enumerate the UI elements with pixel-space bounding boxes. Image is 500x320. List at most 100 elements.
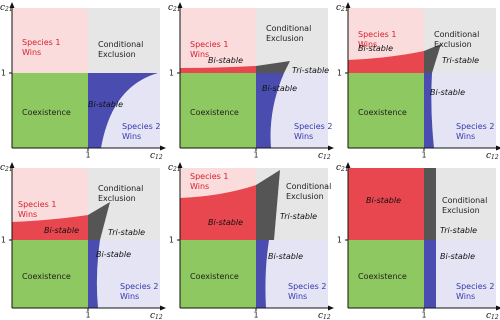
label-line: Species 2 [456,282,494,291]
y-tick-label: 1 [337,69,342,78]
subscript: 12 [491,314,499,320]
label-line: Species 2 [456,122,494,131]
arrow [496,145,500,151]
region-label: Bi-stable [268,252,303,261]
region-label: Tri-stable [440,226,477,235]
region-label: Species 2 Wins [456,282,494,301]
region-label: Bi-stable [208,56,243,65]
region [180,240,256,308]
subscript: 21 [172,166,181,173]
region [180,185,256,240]
x-axis-label: c12 [486,151,499,161]
label-line: Bi-stable [430,88,465,97]
label-line: Coexistence [22,272,71,281]
arrow [177,162,183,168]
region [12,215,88,240]
subscript: 12 [491,154,499,161]
region-label: Conditional Exclusion [442,196,487,215]
x-axis-label: c12 [150,311,163,320]
region [256,73,284,148]
label-line: Bi-stable [96,250,131,259]
symbol: c [168,3,173,13]
arrow [177,2,183,8]
arrow [160,305,166,311]
region [424,240,496,308]
region [88,240,160,308]
label-line: Wins [288,292,307,301]
label-line: Tri-stable [280,212,317,221]
y-axis-label: c21 [0,3,13,13]
label-line: Wins [120,292,139,301]
y-tick-label: 1 [1,69,6,78]
subscript: 12 [323,154,331,161]
region [256,170,280,240]
label-line: Wins [456,292,475,301]
label-line: Tri-stable [292,66,329,75]
label-line: Exclusion [286,192,324,201]
symbol: c [486,151,491,161]
x-axis-label: c12 [486,311,499,320]
label-line: Coexistence [22,108,71,117]
label-line: Wins [456,132,475,141]
label-line: Bi-stable [88,100,123,109]
label-line: Species 1 [22,38,60,47]
label-line: Conditional [98,184,143,193]
label-line: Wins [358,40,377,49]
x-tick-label: 1 [421,151,426,160]
region-label: Bi-stable [88,100,123,109]
region-label: Coexistence [190,272,239,281]
label-line: Wins [122,132,141,141]
x-tick-label: 1 [253,311,258,320]
label-line: Tri-stable [440,226,477,235]
label-line: Coexistence [190,272,239,281]
symbol: c [336,163,341,173]
region-label: Species 1 Wins [22,38,60,57]
region [256,240,328,308]
label-line: Conditional [286,182,331,191]
label-line: Species 1 [190,40,228,49]
region [256,8,328,73]
label-line: Coexistence [358,272,407,281]
label-line: Wins [190,50,209,59]
symbol: c [150,151,155,161]
label-line: Bi-stable [208,218,243,227]
symbol: c [0,3,5,13]
region-label: Bi-stable [440,252,475,261]
subscript: 12 [155,154,163,161]
region-label: Species 1 Wins [18,200,56,219]
region-label: Conditional Exclusion [98,184,143,203]
subscript: 21 [172,6,181,13]
region [88,73,158,148]
label-line: Bi-stable [208,56,243,65]
y-axis-label: c21 [336,163,349,173]
region [88,8,160,73]
x-axis-label: c12 [318,311,331,320]
region-label: Bi-stable [44,226,79,235]
y-tick-label: 1 [337,236,342,245]
region [424,8,496,73]
label-line: Wins [294,132,313,141]
y-tick-label: 1 [169,236,174,245]
label-line: Species 2 [294,122,332,131]
label-line: Species 1 [190,172,228,181]
label-line: Tri-stable [108,228,145,237]
label-line: Wins [190,182,209,191]
region [12,240,88,308]
subscript: 21 [4,6,13,13]
region-label: Conditional Exclusion [286,182,331,201]
region-label: Bi-stable [430,88,465,97]
label-line: Exclusion [98,194,136,203]
region-label: Species 2 Wins [456,122,494,141]
subscript: 21 [340,166,349,173]
label-line: Bi-stable [358,44,393,53]
arrow [9,162,15,168]
label-line: Coexistence [358,108,407,117]
region-label: Species 2 Wins [294,122,332,141]
label-line: Wins [18,210,37,219]
region-label: Tri-stable [108,228,145,237]
label-line: Bi-stable [268,252,303,261]
region [424,168,496,240]
